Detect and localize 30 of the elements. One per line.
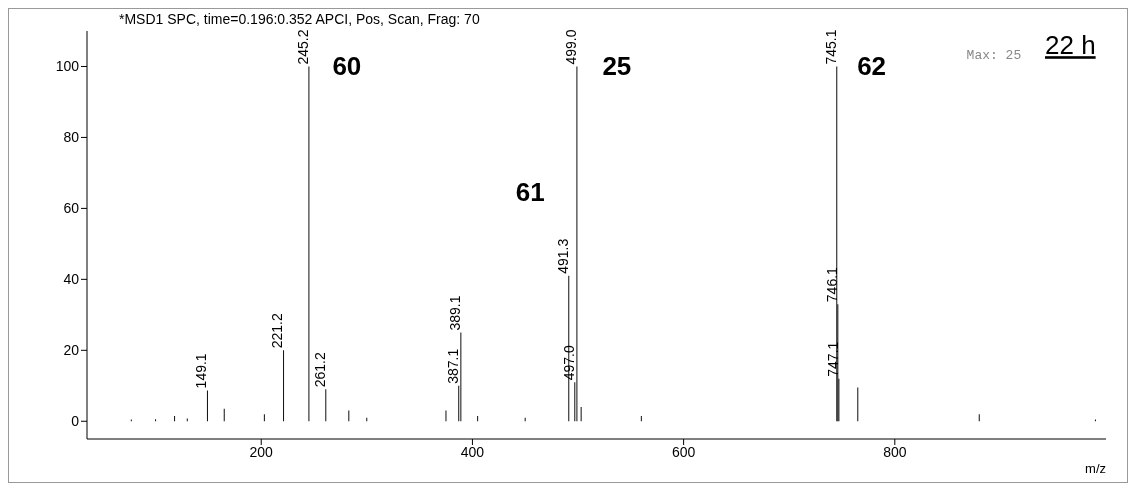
annotation: 497.0 bbox=[560, 344, 577, 381]
annotation: 245.2 bbox=[294, 29, 311, 65]
annotation: Max: 25 bbox=[966, 47, 1022, 63]
y-tick-label: 40 bbox=[63, 271, 80, 288]
annotation: 62 bbox=[857, 50, 887, 81]
annotation: 261.2 bbox=[311, 352, 328, 388]
annotation: 746.1 bbox=[823, 266, 840, 303]
x-tick-label: 200 bbox=[249, 443, 274, 460]
y-tick-label: 60 bbox=[63, 200, 80, 217]
y-tick-label: 80 bbox=[63, 129, 80, 146]
annotation: 221.2 bbox=[269, 313, 286, 349]
annotation: 491.3 bbox=[554, 238, 571, 274]
annotation: 389.1 bbox=[446, 295, 463, 331]
annotation: 25 bbox=[602, 50, 632, 81]
chart-title: *MSD1 SPC, time=0.196:0.352 APCI, Pos, Scan, Frag: 70 bbox=[119, 11, 480, 27]
x-axis-title: m/z bbox=[1085, 461, 1106, 476]
y-tick-label: 100 bbox=[55, 58, 80, 75]
x-tick-label: 800 bbox=[883, 443, 907, 460]
annotation: 61 bbox=[515, 177, 545, 208]
annotation: 499.0 bbox=[562, 29, 579, 65]
x-tick-label: 600 bbox=[671, 443, 696, 460]
annotation: 747.1 bbox=[824, 341, 841, 377]
annotation: 22 h bbox=[1045, 30, 1096, 61]
y-tick-label: 20 bbox=[63, 342, 80, 359]
annotation: 387.1 bbox=[444, 348, 461, 384]
annotation: 149.1 bbox=[193, 353, 210, 389]
x-tick-label: 400 bbox=[460, 443, 485, 460]
annotation: 60 bbox=[332, 50, 362, 81]
y-tick-label: 0 bbox=[71, 413, 80, 430]
annotation: 745.1 bbox=[822, 29, 839, 65]
